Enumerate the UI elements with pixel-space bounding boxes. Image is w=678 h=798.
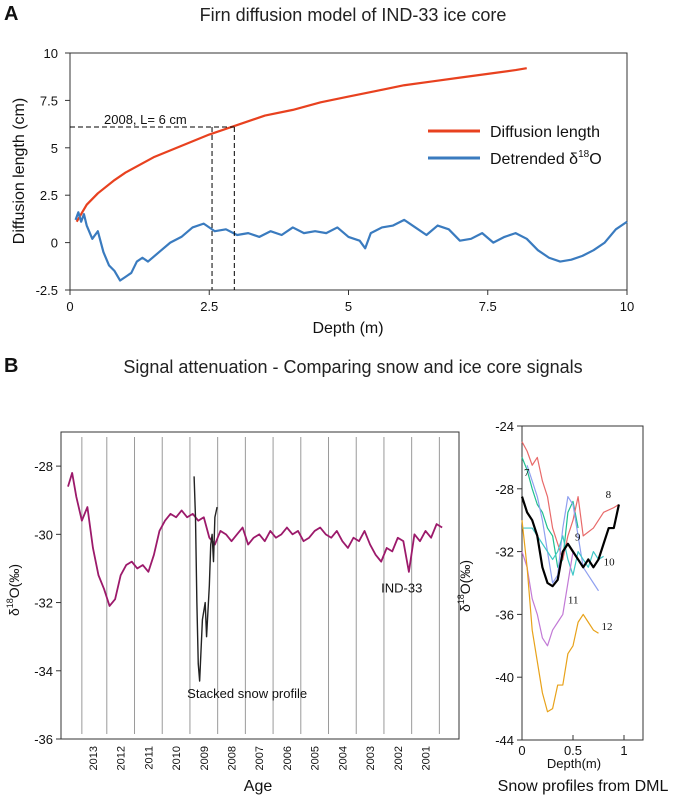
inset-ylabel: δ18O(‰) [456,560,473,612]
panel-a-title: Firn diffusion model of IND-33 ice core [200,5,507,25]
y-tick-label: 0 [51,236,58,251]
year-label: 2002 [393,746,405,770]
series-detrended-d18o-line [74,211,628,282]
year-label: 2010 [171,746,183,770]
panel-b-main-plot: -36 -34 -32 -30 -28 2013 2012 2011 2010 2009 2008… [34,431,460,770]
series-ind33-line [67,472,443,607]
annotation-text: 2008, L= 6 cm [104,112,187,127]
panel-label-b: B [4,355,18,377]
snow-profile-12-line [521,520,599,713]
year-label: 2008 [227,746,239,770]
snow-profile-label: 11 [568,594,579,606]
y-tick-label: -28 [34,459,53,474]
panel-b-year-labels: 2013 2012 2011 2010 2009 2008 2007 2006 2005 2004… [88,746,433,770]
inset-axes-frame [521,425,644,741]
x-tick-label: 1 [620,743,627,758]
panel-b-y-ticks: -36 -34 -32 -30 -28 [34,459,61,747]
snow-profile-9-line [526,465,600,592]
y-tick-label: -30 [34,527,53,542]
x-tick-label: 0 [66,299,73,314]
panel-a-y-ticks: -2.5 0 2.5 5 7.5 10 [36,46,70,298]
panel-b-title: Signal attenuation - Comparing snow and … [123,357,582,377]
snow-profile-label: 12 [602,621,613,633]
series-stacked-snow-profile-line [193,476,218,682]
annotation-ind33: IND-33 [381,580,422,595]
panel-a-x-ticks: 0 2.5 5 7.5 10 [66,290,634,314]
x-tick-label: 10 [620,299,634,314]
year-label: 2006 [282,746,294,770]
y-tick-label: -44 [495,733,514,748]
panel-label-a: A [4,3,18,25]
snow-profile-label: 10 [604,557,616,569]
inset-title: Snow profiles from DML [498,778,669,795]
x-tick-label: 0.5 [564,743,582,758]
panel-a-ylabel: Diffusion length (cm) [11,98,28,244]
inset-xlabel: Depth(m) [547,756,601,771]
x-tick-label: 7.5 [479,299,497,314]
year-label: 2004 [337,746,349,770]
year-label: 2003 [365,746,377,770]
panel-a-series [74,67,628,282]
year-label: 2007 [254,746,266,770]
inset-series-labels: 7 8 9 10 11 12 [524,467,615,633]
y-tick-label: 10 [44,46,58,61]
year-label: 2011 [143,746,155,770]
snow-profile-label: 7 [524,467,530,479]
y-tick-label: -36 [495,607,514,622]
x-tick-label: 5 [345,299,352,314]
inset-series [520,441,620,713]
panel-a-xlabel: Depth (m) [312,320,383,337]
year-label: 2013 [88,746,100,770]
y-tick-label: 2.5 [40,188,58,203]
year-label: 2005 [310,746,322,770]
y-tick-label: -40 [495,670,514,685]
y-tick-label: 5 [51,141,58,156]
legend-label-diffusion-length: Diffusion length [490,124,600,141]
panel-a-plot: -2.5 0 2.5 5 7.5 10 0 2.5 5 7.5 10 2008, L= 6 cm [36,46,635,314]
y-tick-label: -36 [34,732,53,747]
annotation-stacked-snow-profile: Stacked snow profile [187,686,307,701]
year-label: 2012 [116,746,128,770]
panel-a-legend: Diffusion length Detrended δ18O [428,124,602,168]
snow-profile-8-line [521,441,620,561]
legend-label-detrended: Detrended δ18O [490,149,602,168]
year-label: 2009 [199,746,211,770]
y-tick-label: -32 [495,545,514,560]
y-tick-label: -32 [34,596,53,611]
y-tick-label: -2.5 [36,283,58,298]
series-diffusion-length-line [75,67,527,223]
panel-b-xlabel: Age [244,778,273,795]
y-tick-label: -28 [495,482,514,497]
snow-profile-label: 9 [575,532,581,544]
y-tick-label: -24 [495,419,514,434]
inset-x-ticks: 0 0.5 1 [518,735,628,758]
panel-b-year-gridlines [81,437,440,734]
panel-b-axes-frame [60,431,460,740]
y-tick-label: 7.5 [40,93,58,108]
year-label: 2001 [421,746,433,770]
panel-b-ylabel: δ18O(‰) [5,564,22,616]
snow-profile-7-line [521,457,579,568]
snow-profile-11-line [521,551,574,647]
panel-a-annotation: 2008, L= 6 cm [70,112,235,290]
inset-y-ticks: -44 -40 -36 -32 -28 -24 [495,419,522,748]
snow-profile-stack-line [520,496,620,588]
y-tick-label: -34 [34,664,53,679]
snow-profile-label: 8 [606,489,612,501]
panel-b-series [67,472,443,682]
x-tick-label: 2.5 [200,299,218,314]
x-tick-label: 0 [518,743,525,758]
